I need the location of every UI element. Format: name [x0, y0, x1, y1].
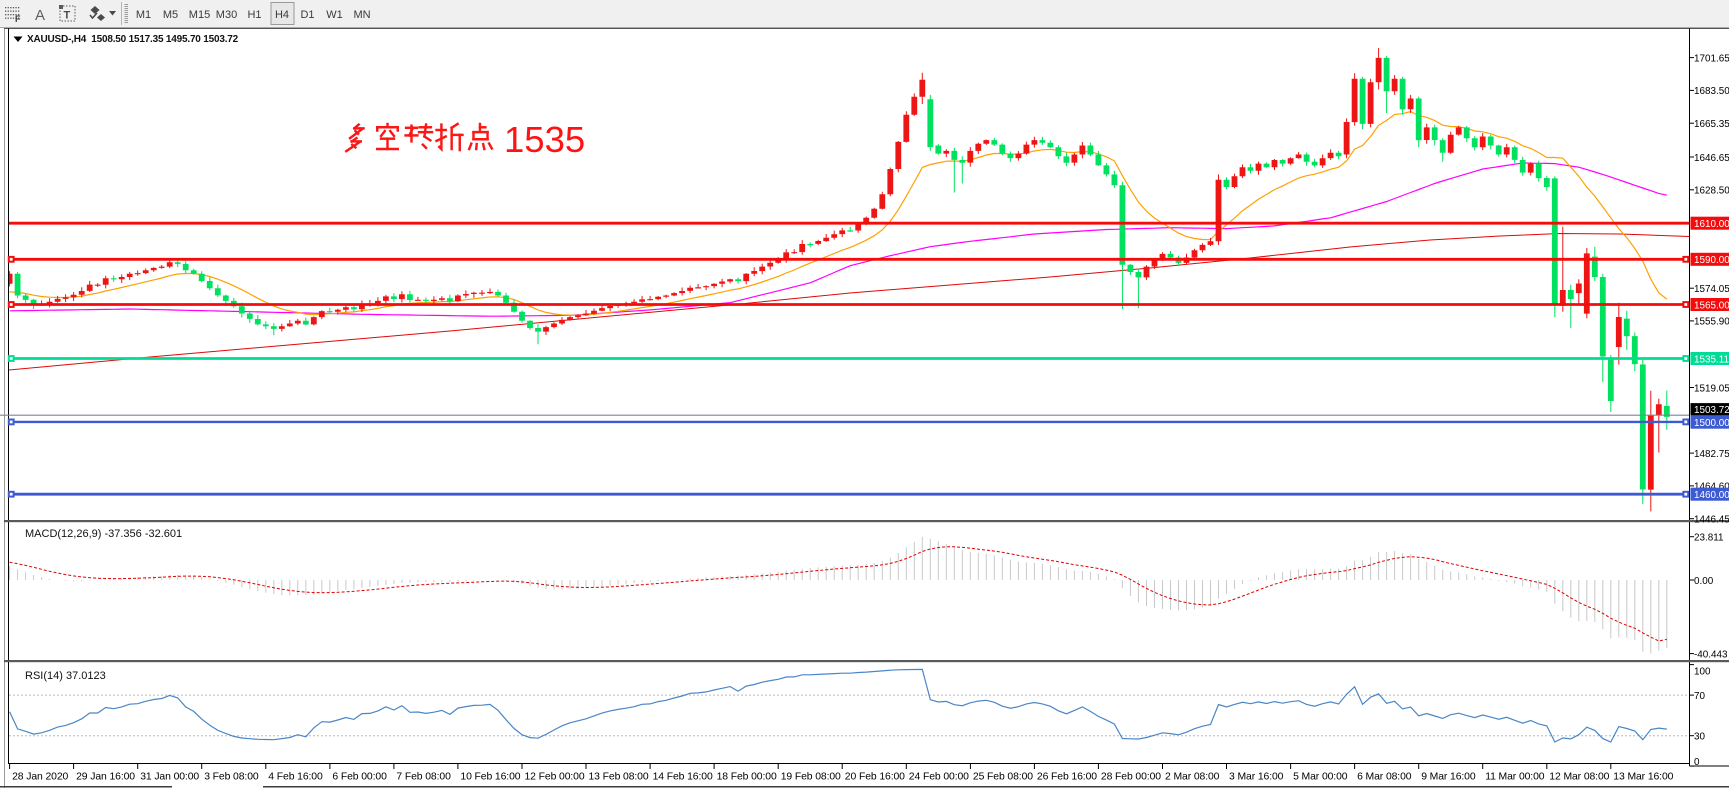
svg-text:5 Mar 00:00: 5 Mar 00:00 [1293, 772, 1348, 783]
svg-text:1610.00: 1610.00 [1694, 219, 1729, 230]
svg-text:1665.35: 1665.35 [1694, 119, 1729, 130]
svg-text:1565.00: 1565.00 [1694, 300, 1729, 311]
svg-text:1628.50: 1628.50 [1694, 186, 1729, 197]
svg-text:30: 30 [1694, 732, 1705, 743]
svg-text:1503.72: 1503.72 [1694, 405, 1729, 416]
svg-text:XAUUSD-,H4 1508.50 1517.35 14: XAUUSD-,H4 1508.50 1517.35 1495.70 1503.… [27, 34, 239, 45]
svg-text:18 Feb 00:00: 18 Feb 00:00 [717, 772, 777, 783]
svg-text:3 Mar 16:00: 3 Mar 16:00 [1229, 772, 1284, 783]
svg-text:70: 70 [1694, 691, 1705, 702]
svg-text:1464.60: 1464.60 [1694, 482, 1729, 493]
svg-text:4 Feb 16:00: 4 Feb 16:00 [268, 772, 323, 783]
svg-text:9 Mar 16:00: 9 Mar 16:00 [1421, 772, 1476, 783]
svg-text:26 Feb 16:00: 26 Feb 16:00 [1037, 772, 1097, 783]
svg-text:1482.75: 1482.75 [1694, 449, 1729, 460]
svg-text:F: F [15, 14, 21, 24]
svg-text:31 Jan 00:00: 31 Jan 00:00 [140, 772, 199, 783]
svg-text:1646.65: 1646.65 [1694, 153, 1729, 164]
svg-text:25 Feb 08:00: 25 Feb 08:00 [973, 772, 1033, 783]
svg-text:20 Feb 16:00: 20 Feb 16:00 [845, 772, 905, 783]
svg-text:1535.11: 1535.11 [1694, 354, 1729, 365]
svg-text:13 Feb 08:00: 13 Feb 08:00 [589, 772, 649, 783]
svg-text:M1: M1 [136, 9, 151, 21]
svg-text:1683.50: 1683.50 [1694, 86, 1729, 97]
svg-text:MN: MN [353, 9, 370, 21]
svg-text:1460.00: 1460.00 [1694, 490, 1729, 501]
svg-text:1446.45: 1446.45 [1694, 515, 1729, 526]
svg-text:T: T [64, 10, 71, 22]
svg-text:MACD(12,26,9) -37.356 -32.601: MACD(12,26,9) -37.356 -32.601 [25, 528, 182, 540]
svg-text:M30: M30 [216, 9, 237, 21]
svg-text:H4: H4 [275, 9, 289, 21]
svg-text:12 Mar 08:00: 12 Mar 08:00 [1549, 772, 1609, 783]
svg-text:D1: D1 [300, 9, 314, 21]
svg-text:W1: W1 [326, 9, 343, 21]
svg-text:3 Feb 08:00: 3 Feb 08:00 [204, 772, 259, 783]
svg-text:0.00: 0.00 [1694, 576, 1714, 587]
svg-text:2 Mar 08:00: 2 Mar 08:00 [1165, 772, 1220, 783]
svg-text:1701.65: 1701.65 [1694, 53, 1729, 64]
svg-text:12 Feb 00:00: 12 Feb 00:00 [525, 772, 585, 783]
svg-text:6 Mar 08:00: 6 Mar 08:00 [1357, 772, 1412, 783]
svg-text:28 Feb 00:00: 28 Feb 00:00 [1101, 772, 1161, 783]
svg-text:1590.00: 1590.00 [1694, 255, 1729, 266]
svg-text:14 Feb 16:00: 14 Feb 16:00 [653, 772, 713, 783]
svg-text:100: 100 [1694, 666, 1711, 677]
svg-text:H1: H1 [247, 9, 261, 21]
svg-text:1574.05: 1574.05 [1694, 284, 1729, 295]
svg-text:28 Jan 2020: 28 Jan 2020 [12, 772, 68, 783]
svg-text:7 Feb 08:00: 7 Feb 08:00 [396, 772, 451, 783]
svg-text:11 Mar 00:00: 11 Mar 00:00 [1485, 772, 1545, 783]
svg-text:RSI(14) 37.0123: RSI(14) 37.0123 [25, 670, 106, 682]
svg-text:0: 0 [1694, 757, 1700, 768]
svg-text:19 Feb 08:00: 19 Feb 08:00 [781, 772, 841, 783]
svg-text:29 Jan 16:00: 29 Jan 16:00 [76, 772, 135, 783]
svg-text:M5: M5 [163, 9, 178, 21]
svg-text:10 Feb 16:00: 10 Feb 16:00 [460, 772, 520, 783]
svg-text:1500.00: 1500.00 [1694, 418, 1729, 429]
svg-text:23.811: 23.811 [1694, 533, 1724, 544]
svg-text:24 Feb 00:00: 24 Feb 00:00 [909, 772, 969, 783]
svg-text:-40.443: -40.443 [1694, 649, 1728, 660]
svg-text:6 Feb 00:00: 6 Feb 00:00 [332, 772, 387, 783]
svg-text:1519.05: 1519.05 [1694, 383, 1729, 394]
svg-text:M15: M15 [189, 9, 210, 21]
svg-text:1535: 1535 [504, 119, 585, 160]
svg-text:1555.90: 1555.90 [1694, 317, 1729, 328]
svg-text:13 Mar 16:00: 13 Mar 16:00 [1613, 772, 1673, 783]
svg-text:A: A [35, 7, 45, 24]
